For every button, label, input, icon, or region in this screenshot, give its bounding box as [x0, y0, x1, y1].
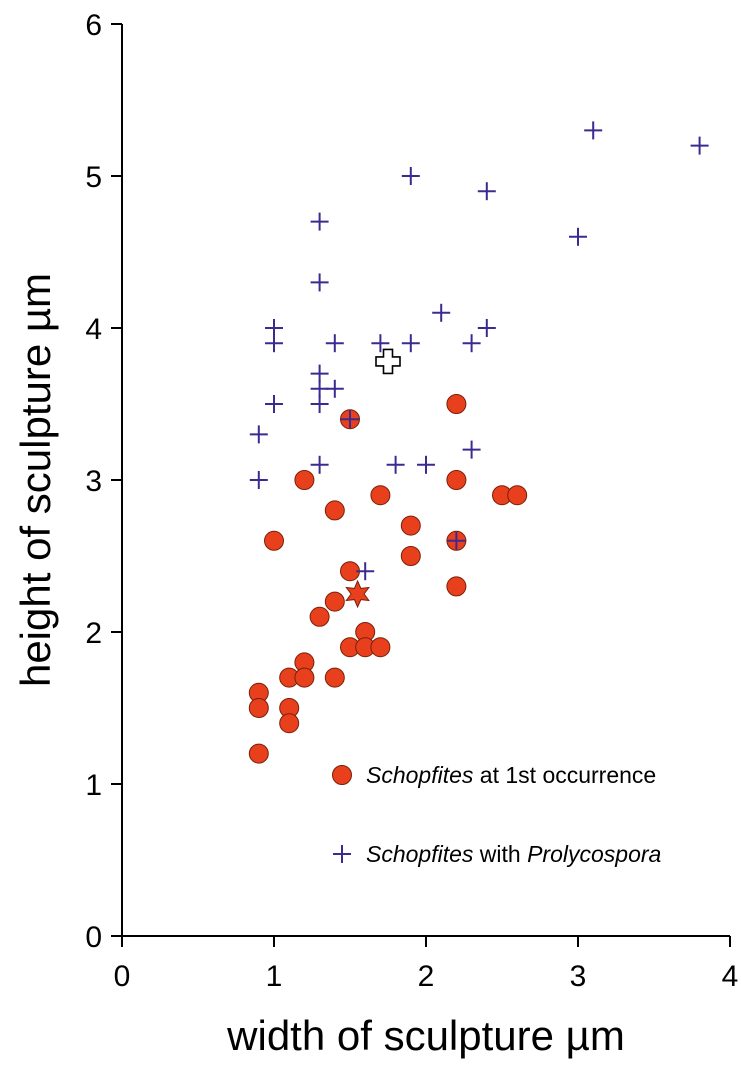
prolycospora-point: [310, 455, 329, 474]
y-tick-label: 3: [85, 465, 102, 498]
x-tick-label: 2: [418, 960, 435, 993]
prolycospora-point: [249, 425, 268, 444]
data-points: [248, 121, 709, 764]
legend-text-part: Schopfites: [366, 762, 474, 788]
occurrence-point: [400, 546, 421, 566]
legend-circle-marker: [332, 765, 352, 785]
prolycospora-point: [310, 379, 329, 398]
prolycospora-point: [401, 167, 420, 185]
legend-entry: Schopfites with Prolycospora: [366, 841, 661, 867]
occurrence-point: [324, 500, 345, 521]
prolycospora-point: [325, 334, 344, 353]
prolycospora-point: [477, 182, 496, 201]
x-tick-label: 3: [570, 960, 587, 993]
prolycospora-point: [310, 395, 329, 413]
star-marker: [345, 579, 370, 609]
legend-plus-marker: [333, 845, 351, 863]
prolycospora-point: [341, 410, 359, 429]
occurrence-point: [370, 637, 391, 658]
prolycospora-point: [265, 319, 283, 337]
prolycospora-point: [265, 334, 283, 353]
prolycospora-point: [310, 364, 329, 383]
occurrence-point: [294, 470, 315, 490]
axes: 0 1 2 3 4 0 1 2 3 4 5 6: [85, 9, 738, 993]
open-cross-marker: [375, 348, 401, 375]
occurrence-point: [507, 485, 528, 506]
legend-text-part: at 1st occurrence: [473, 762, 656, 788]
prolycospora-point: [584, 121, 603, 140]
occurrence-point: [400, 515, 421, 536]
prolycospora-point: [310, 273, 329, 292]
prolycospora-point: [265, 395, 283, 413]
occurrence-point: [248, 743, 269, 764]
prolycospora-point: [462, 334, 481, 353]
legend-text-part: Prolycospora: [527, 841, 661, 867]
x-axis-title: width of sculpture µm: [226, 1012, 625, 1059]
prolycospora-point: [417, 455, 435, 474]
occurrence-point: [294, 667, 315, 688]
y-tick-label: 2: [85, 617, 102, 650]
prolycospora-point: [356, 562, 375, 581]
occurrence-point: [309, 606, 330, 627]
prolycospora-point: [569, 227, 587, 246]
prolycospora-point: [371, 334, 390, 353]
legend-text-part: with: [473, 841, 527, 867]
occurrence-point: [446, 470, 467, 490]
legend-text-part: Schopfites: [366, 841, 474, 867]
occurrence-point: [446, 576, 467, 597]
y-tick-label: 1: [85, 769, 102, 802]
x-tick-label: 4: [722, 960, 739, 993]
occurrence-point: [324, 667, 345, 688]
x-tick-label: 1: [266, 960, 283, 993]
x-tick-label: 0: [114, 960, 131, 993]
prolycospora-point: [462, 440, 481, 459]
occurrence-point: [264, 530, 284, 551]
prolycospora-point: [447, 531, 466, 550]
occurrence-point: [279, 713, 300, 734]
prolycospora-point: [477, 319, 496, 337]
prolycospora-point: [690, 136, 709, 155]
prolycospora-point: [432, 303, 451, 322]
legend-entry: Schopfites at 1st occurrence: [366, 762, 656, 788]
occurrence-point: [446, 394, 467, 414]
y-tick-label: 5: [85, 161, 102, 194]
occurrence-point: [370, 485, 391, 506]
y-axis-title: height of sculpture µm: [12, 273, 59, 687]
occurrence-point: [324, 591, 345, 612]
prolycospora-point: [386, 455, 405, 474]
y-tick-label: 0: [85, 921, 102, 954]
prolycospora-point: [325, 379, 344, 398]
y-tick-label: 4: [85, 313, 102, 346]
y-tick-label: 6: [85, 9, 102, 42]
prolycospora-point: [249, 471, 268, 489]
prolycospora-point: [401, 334, 420, 353]
occurrence-point: [248, 698, 269, 718]
prolycospora-point: [310, 212, 329, 231]
